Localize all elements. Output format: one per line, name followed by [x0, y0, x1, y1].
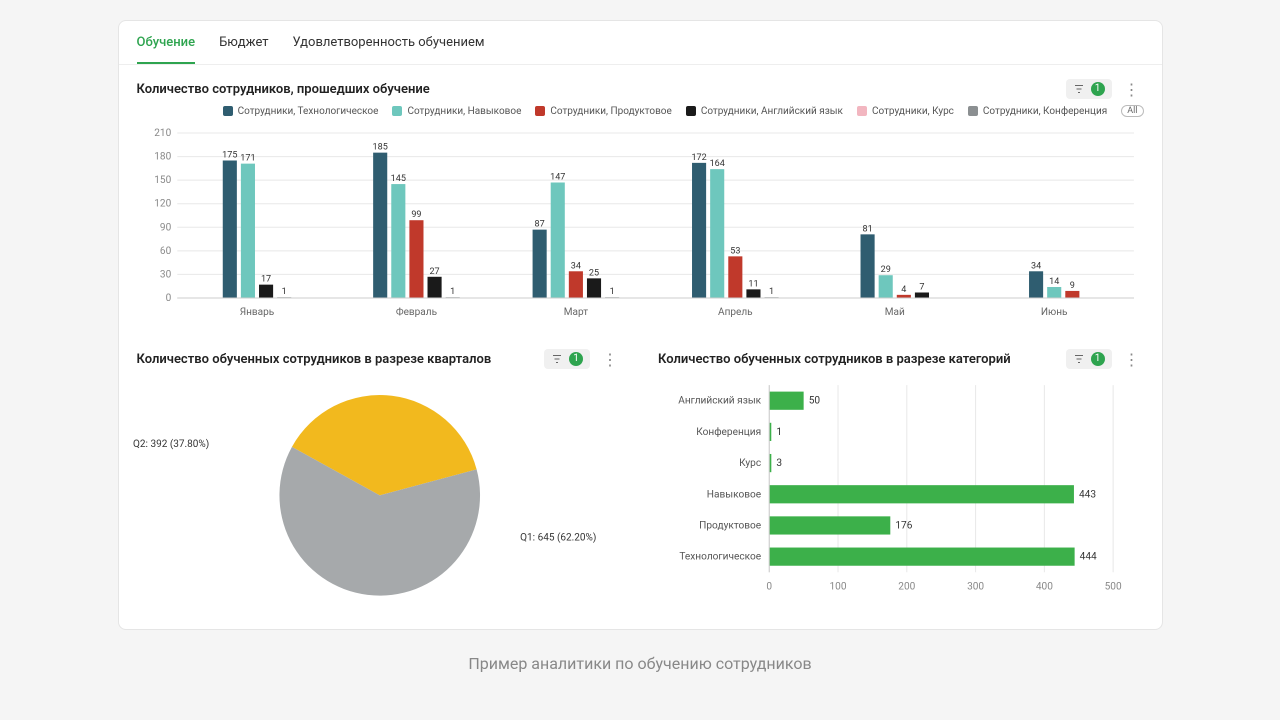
tabs: Обучение Бюджет Удовлетворенность обучение… — [119, 21, 1162, 65]
chart3-panel: Количество обученных сотрудников в разре… — [640, 341, 1162, 629]
svg-text:176: 176 — [895, 520, 912, 531]
legend-item-tech[interactable]: Сотрудники, Технологическое — [223, 106, 379, 117]
svg-text:Технологическое: Технологическое — [679, 552, 761, 563]
svg-text:0: 0 — [165, 293, 171, 304]
svg-text:300: 300 — [967, 581, 984, 592]
svg-text:400: 400 — [1036, 581, 1053, 592]
svg-text:171: 171 — [240, 154, 255, 164]
chart1-title: Количество сотрудников, прошедших обучен… — [137, 82, 430, 97]
svg-text:Март: Март — [563, 307, 588, 318]
filter-icon — [551, 353, 563, 365]
svg-text:9: 9 — [1069, 281, 1074, 291]
svg-text:1: 1 — [776, 427, 782, 438]
svg-text:Английский язык: Английский язык — [678, 396, 761, 407]
chart2-title: Количество обученных сотрудников в разре… — [137, 352, 492, 367]
svg-text:444: 444 — [1080, 552, 1097, 563]
chart3-plot: 0 100 200 300 400 500 Английский язык 50 Конфере… — [640, 375, 1162, 615]
svg-text:25: 25 — [588, 268, 598, 278]
chart1-menu-icon[interactable]: ⋮ — [1120, 80, 1144, 99]
svg-text:Q1: 645 (62.20%): Q1: 645 (62.20%) — [520, 531, 596, 543]
svg-text:172: 172 — [691, 153, 706, 163]
svg-text:Продуктовое: Продуктовое — [699, 520, 761, 531]
legend-item-skill[interactable]: Сотрудники, Навыковое — [392, 106, 521, 117]
chart2-menu-icon[interactable]: ⋮ — [598, 350, 622, 369]
legend-item-course[interactable]: Сотрудники, Курс — [857, 106, 954, 117]
svg-text:Январь: Январь — [239, 307, 274, 318]
svg-text:443: 443 — [1079, 489, 1096, 500]
page-caption: Пример аналитики по обучению сотрудников — [0, 654, 1280, 673]
svg-text:99: 99 — [411, 210, 421, 220]
svg-text:27: 27 — [429, 267, 439, 277]
svg-text:Q2: 392 (37.80%): Q2: 392 (37.80%) — [133, 438, 209, 450]
svg-text:1: 1 — [281, 287, 286, 297]
legend-item-product[interactable]: Сотрудники, Продуктовое — [535, 106, 671, 117]
svg-text:0: 0 — [766, 581, 772, 592]
chart1-header: Количество сотрудников, прошедших обучен… — [119, 65, 1162, 105]
svg-text:34: 34 — [570, 261, 580, 271]
tab-2[interactable]: Удовлетворенность обучением — [293, 35, 485, 64]
svg-text:145: 145 — [390, 174, 405, 184]
svg-text:34: 34 — [1030, 261, 1040, 271]
tab-1[interactable]: Бюджет — [219, 35, 268, 64]
chart3-filter-chip[interactable]: 1 — [1066, 349, 1112, 369]
chart2-filter-badge: 1 — [569, 352, 583, 366]
svg-text:Апрель: Апрель — [718, 307, 753, 318]
tab-0[interactable]: Обучение — [137, 35, 196, 64]
chart1-legend: Сотрудники, Технологическое Сотрудники, Н… — [119, 105, 1162, 123]
svg-text:200: 200 — [898, 581, 915, 592]
filter-icon — [1073, 83, 1085, 95]
svg-text:11: 11 — [748, 279, 758, 289]
svg-text:Июнь: Июнь — [1040, 307, 1067, 318]
svg-text:180: 180 — [154, 152, 171, 163]
svg-text:17: 17 — [260, 275, 270, 285]
svg-text:1: 1 — [769, 287, 774, 297]
svg-text:175: 175 — [222, 151, 237, 161]
svg-text:100: 100 — [830, 581, 847, 592]
svg-text:81: 81 — [862, 224, 872, 234]
svg-text:185: 185 — [372, 143, 387, 153]
svg-text:29: 29 — [880, 265, 890, 275]
svg-text:3: 3 — [776, 458, 782, 469]
chart3-menu-icon[interactable]: ⋮ — [1120, 350, 1144, 369]
chart3-title: Количество обученных сотрудников в разре… — [658, 352, 1011, 367]
svg-text:7: 7 — [919, 283, 924, 293]
svg-text:Май: Май — [884, 307, 904, 318]
svg-text:1: 1 — [450, 287, 455, 297]
svg-text:50: 50 — [809, 396, 821, 407]
svg-text:150: 150 — [154, 175, 171, 186]
chart1-filter-chip[interactable]: 1 — [1066, 79, 1112, 99]
svg-text:164: 164 — [709, 159, 724, 169]
chart2-filter-chip[interactable]: 1 — [544, 349, 590, 369]
svg-text:500: 500 — [1105, 581, 1122, 592]
svg-text:120: 120 — [154, 199, 171, 210]
svg-text:1: 1 — [609, 287, 614, 297]
svg-text:210: 210 — [154, 128, 171, 139]
chart2-panel: Количество обученных сотрудников в разре… — [119, 341, 641, 629]
svg-text:60: 60 — [159, 246, 171, 257]
chart2-plot: Q2: 392 (37.80%) Q1: 645 (62.20%) — [119, 375, 641, 615]
chart1-plot: 0306090120150180210175171171Январь185145… — [137, 123, 1144, 323]
chart1-filter-badge: 1 — [1091, 82, 1105, 96]
legend-item-english[interactable]: Сотрудники, Английский язык — [686, 106, 843, 117]
legend-all-button[interactable]: All — [1121, 105, 1143, 117]
svg-text:4: 4 — [901, 285, 906, 295]
svg-text:87: 87 — [534, 220, 544, 230]
svg-text:30: 30 — [159, 269, 171, 280]
svg-text:147: 147 — [550, 173, 565, 183]
legend-item-conference[interactable]: Сотрудники, Конференция — [968, 106, 1107, 117]
svg-text:53: 53 — [730, 246, 740, 256]
chart3-filter-badge: 1 — [1091, 352, 1105, 366]
dashboard-card: Обучение Бюджет Удовлетворенность обучение… — [118, 20, 1163, 630]
filter-icon — [1073, 353, 1085, 365]
svg-text:Навыковое: Навыковое — [707, 489, 761, 500]
svg-text:90: 90 — [159, 222, 171, 233]
svg-text:Курс: Курс — [739, 458, 761, 469]
bottom-row: Количество обученных сотрудников в разре… — [119, 341, 1162, 629]
svg-text:14: 14 — [1049, 277, 1059, 287]
svg-text:Конференция: Конференция — [696, 426, 761, 438]
svg-text:Февраль: Февраль — [395, 305, 436, 318]
